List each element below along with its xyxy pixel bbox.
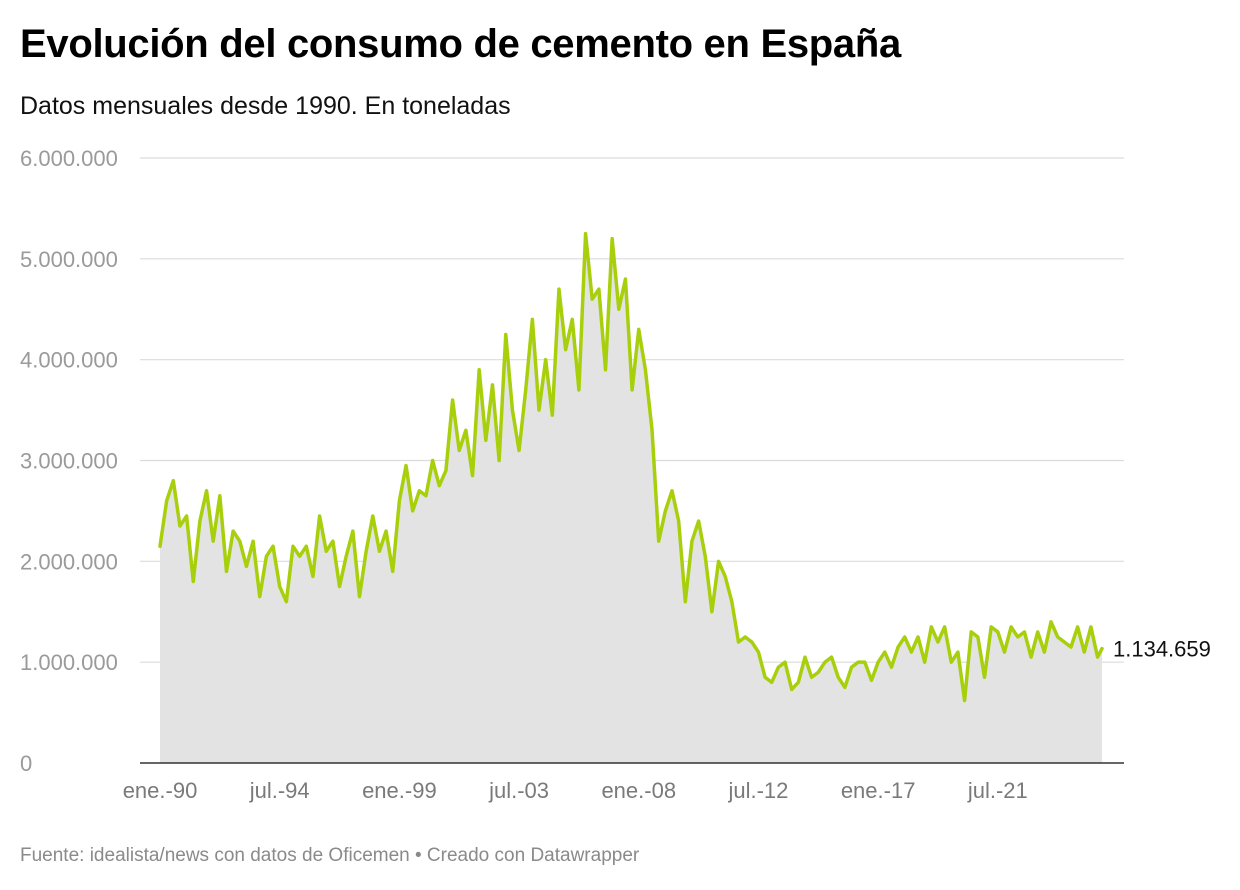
x-tick-label: ene.-17 <box>841 778 916 803</box>
chart-subtitle: Datos mensuales desde 1990. En toneladas <box>20 92 511 120</box>
x-tick-label: jul.-03 <box>488 778 549 803</box>
x-tick-label: jul.-94 <box>249 778 310 803</box>
area-fill <box>160 233 1102 763</box>
y-tick-label: 5.000.000 <box>20 247 118 272</box>
x-tick-label: ene.-08 <box>601 778 676 803</box>
y-tick-label: 1.000.000 <box>20 650 118 675</box>
chart-title: Evolución del consumo de cemento en Espa… <box>20 22 901 66</box>
x-tick-label: jul.-21 <box>967 778 1028 803</box>
x-tick-label: ene.-99 <box>362 778 437 803</box>
end-value-label: 1.134.659 <box>1113 637 1211 662</box>
plot-area <box>158 231 1104 763</box>
tick-labels: 0 1.000.000 2.000.000 3.000.000 4.000.000 5.0… <box>20 146 1211 803</box>
x-tick-label: ene.-90 <box>123 778 198 803</box>
y-tick-label: 2.000.000 <box>20 549 118 574</box>
area-chart: 0 1.000.000 2.000.000 3.000.000 4.000.000 5.0… <box>20 146 1211 803</box>
y-tick-label: 4.000.000 <box>20 348 118 373</box>
x-tick-label: jul.-12 <box>727 778 788 803</box>
source-note: Fuente: idealista/news con datos de Ofic… <box>20 845 640 866</box>
y-tick-label: 6.000.000 <box>20 146 118 171</box>
y-tick-label: 3.000.000 <box>20 449 118 474</box>
y-tick-label: 0 <box>20 751 32 776</box>
series-line <box>158 231 1104 703</box>
